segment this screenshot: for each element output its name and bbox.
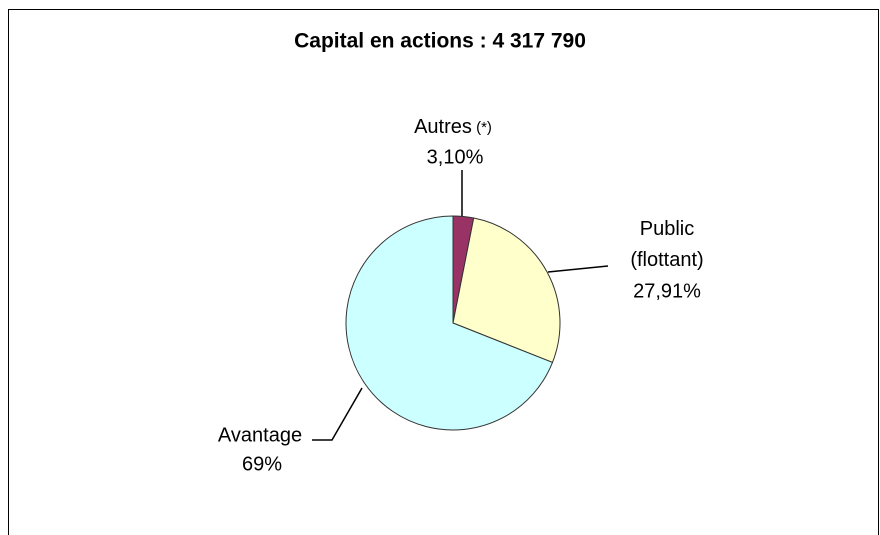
slice-label: Avantage — [218, 424, 302, 446]
slice-label: Autres (*) — [414, 116, 492, 138]
chart-frame — [8, 9, 879, 535]
chart-title: Capital en actions : 4 317 790 — [294, 30, 586, 53]
leader-line — [312, 387, 363, 441]
value-label: 27,91% — [633, 280, 701, 302]
leader-line — [547, 265, 609, 273]
pie-slice — [452, 217, 561, 364]
pie-slice — [345, 215, 554, 431]
value-label: 69% — [242, 453, 282, 475]
value-label: 3,10% — [427, 146, 484, 168]
slice-label: Public (flottant) — [630, 218, 703, 271]
pie — [345, 215, 561, 431]
